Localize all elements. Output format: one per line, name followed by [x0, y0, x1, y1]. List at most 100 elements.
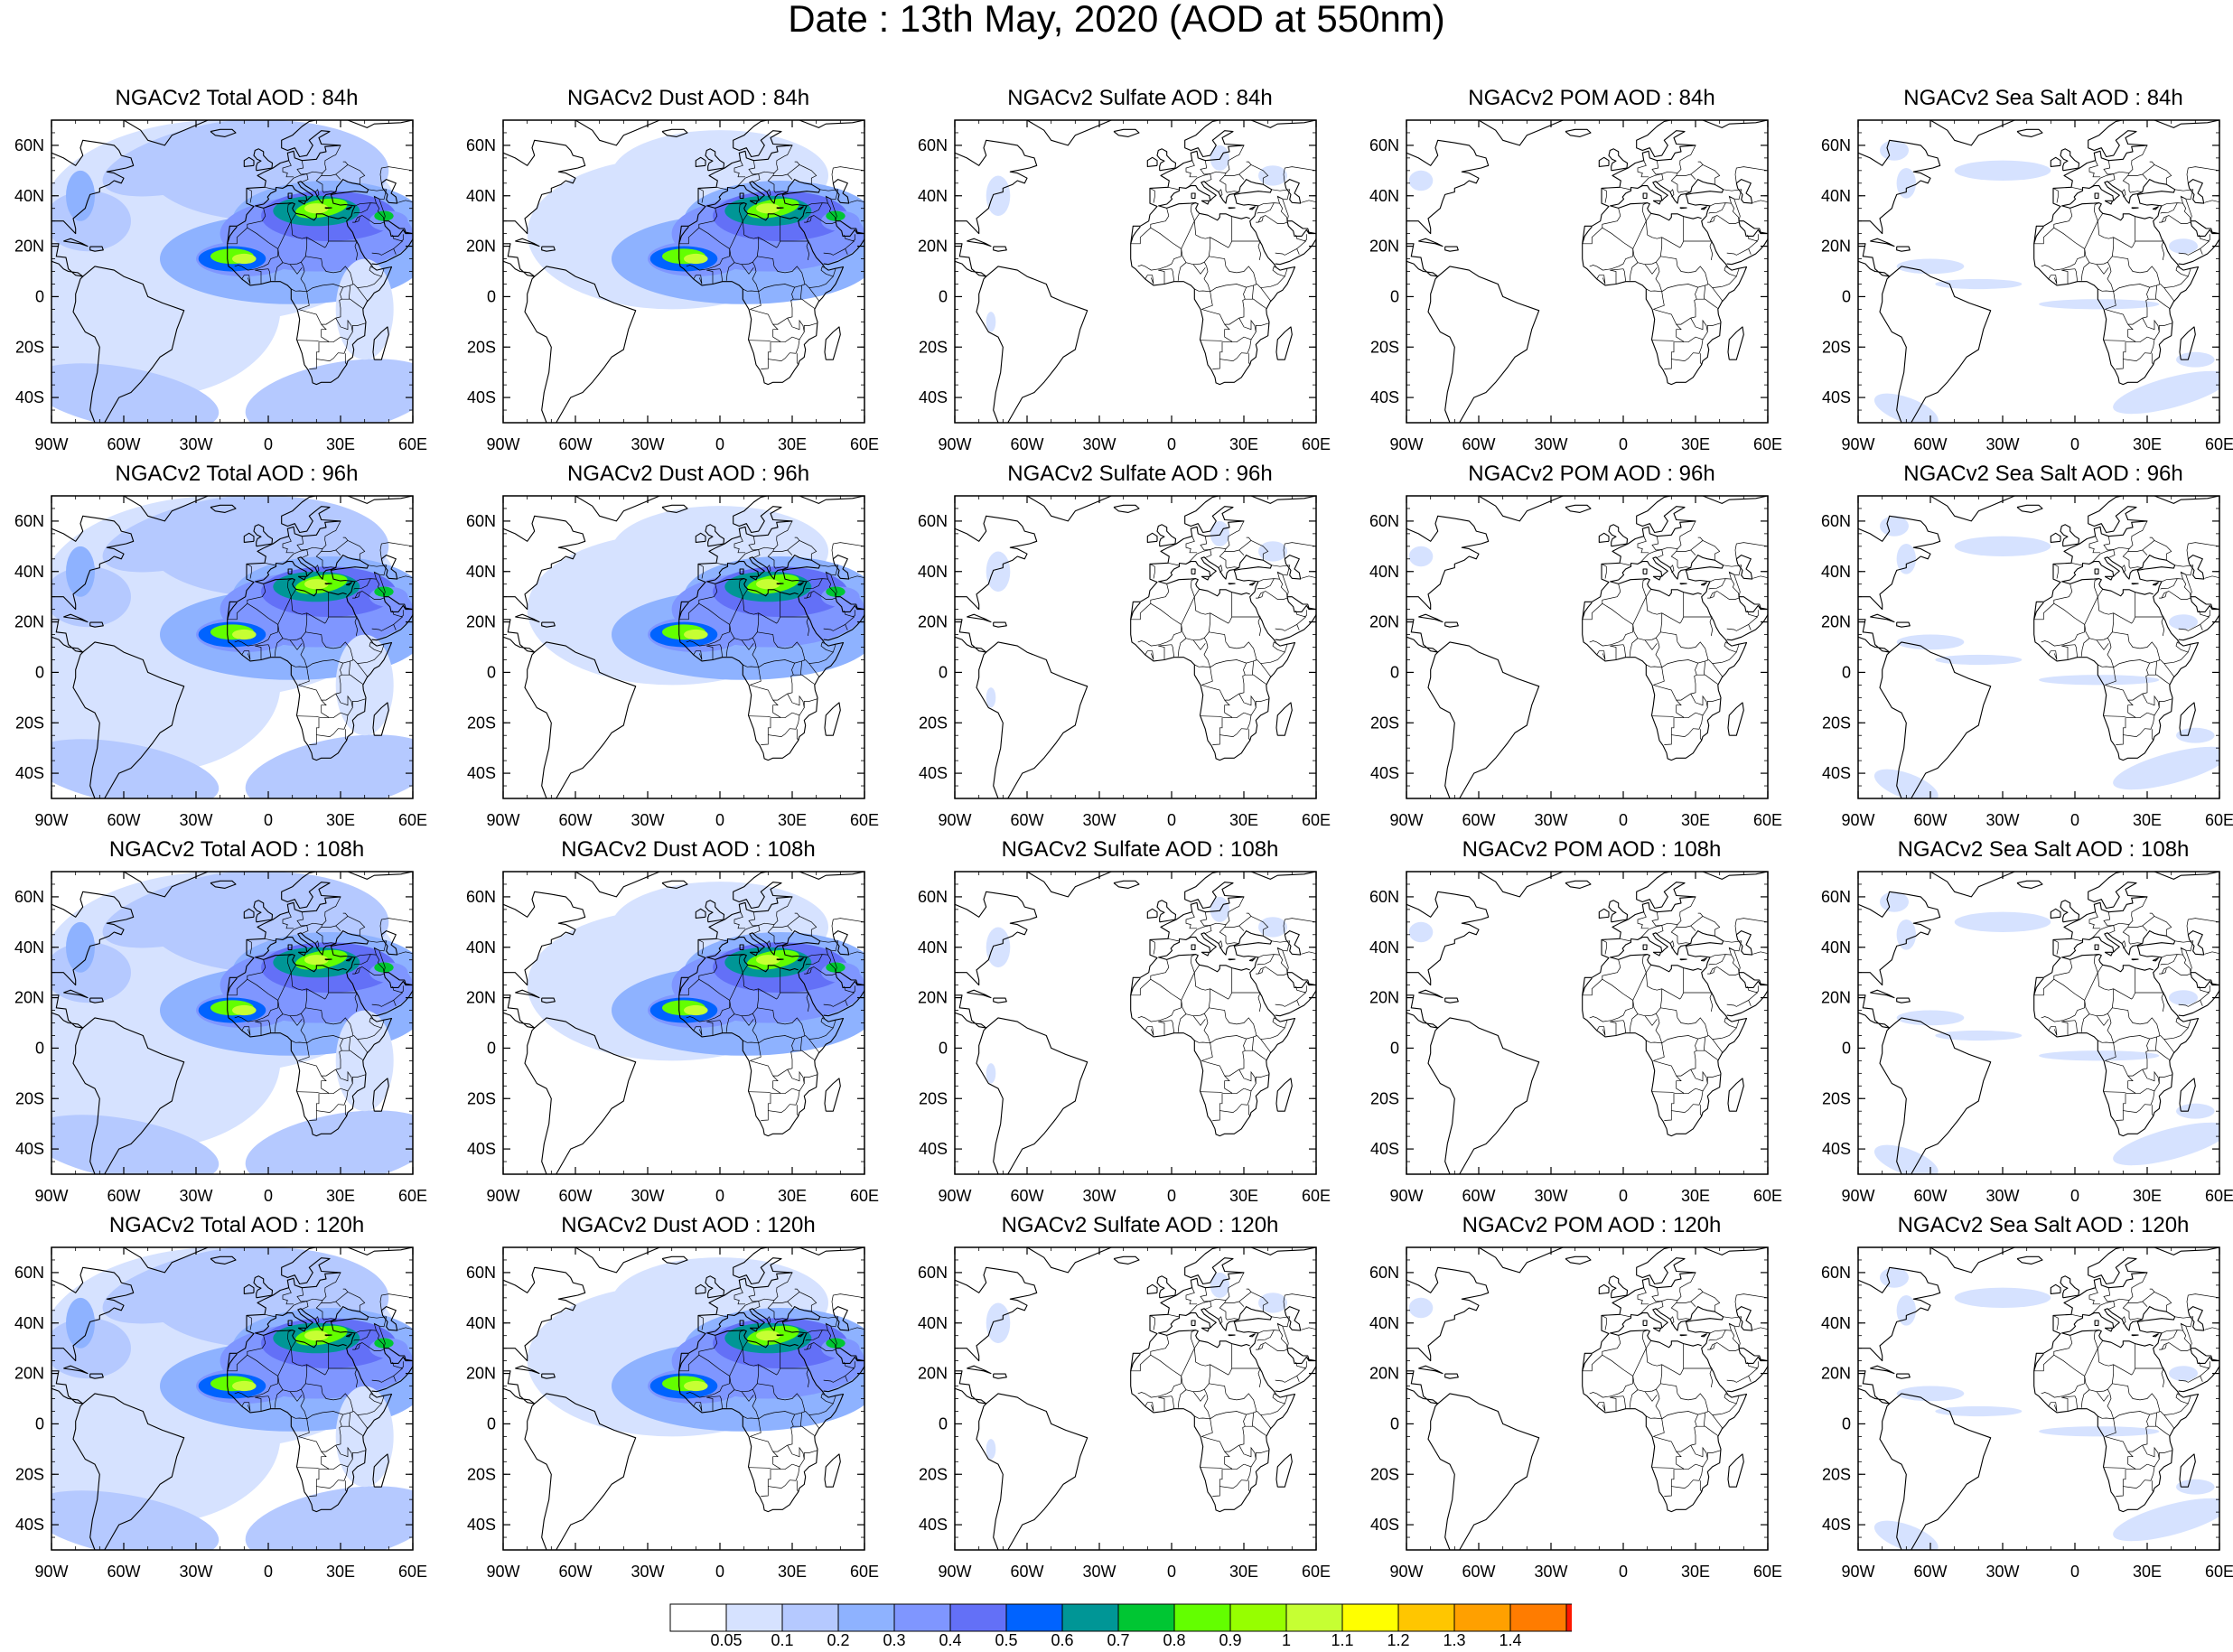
country-border	[733, 1287, 745, 1305]
country-border	[787, 693, 805, 708]
coastline	[1275, 238, 1316, 266]
country-border	[321, 924, 341, 931]
country-border	[1734, 542, 1768, 559]
map-panel: NGACv2 Sea Salt AOD : 108h 60N 40N 20N 0 20S 4…	[1821, 837, 2233, 1205]
country-border	[361, 1342, 385, 1351]
coastline	[739, 192, 744, 200]
coastline	[227, 226, 238, 244]
coastline	[749, 951, 759, 957]
country-border	[300, 925, 309, 934]
country-border	[2088, 160, 2100, 178]
coastline	[541, 246, 556, 252]
country-border	[296, 1463, 349, 1489]
colorbar-label: 1.1	[1331, 1631, 1353, 1647]
aod-region	[1873, 769, 1939, 798]
country-border	[344, 1480, 348, 1492]
country-border	[1729, 196, 1741, 221]
country-border	[678, 978, 731, 1022]
country-border	[808, 1414, 819, 1429]
country-border	[1702, 698, 1722, 716]
map-panel: NGACv2 Sulfate AOD : 84h 60N 40N 20N 0 20S 40S…	[918, 86, 1397, 453]
lon-tick-label: 90W	[1389, 811, 1423, 829]
aod-region	[1210, 520, 1229, 546]
coastline	[797, 1333, 804, 1338]
country-border	[1265, 1342, 1288, 1351]
country-border	[791, 662, 796, 676]
country-border	[1707, 591, 1718, 599]
country-border	[300, 638, 385, 668]
country-border	[1709, 593, 1715, 599]
coastline	[1879, 641, 1992, 798]
country-border	[1676, 1300, 1696, 1307]
country-border	[772, 924, 793, 931]
lon-tick-label: 90W	[34, 435, 68, 453]
country-border	[1676, 173, 1696, 180]
country-border	[315, 551, 336, 569]
coastline	[955, 994, 987, 1029]
country-border	[2116, 1110, 2124, 1121]
country-border	[371, 999, 397, 1007]
map-panel: NGACv2 Sulfate AOD : 108h 60N 40N 20N 0 20S 40…	[918, 837, 1397, 1205]
country-border	[741, 639, 754, 650]
coastline	[1191, 568, 1196, 575]
country-border	[743, 288, 761, 310]
country-border	[2186, 166, 2219, 183]
country-border	[1695, 286, 1699, 300]
coastline	[2033, 977, 2044, 995]
country-border	[2061, 1020, 2079, 1036]
coastline	[705, 148, 725, 172]
country-border	[1644, 639, 1658, 650]
country-border	[1707, 215, 1718, 223]
coastline	[824, 1453, 841, 1488]
lat-tick-label: 20N	[466, 613, 496, 631]
country-border	[1251, 1412, 1255, 1427]
lon-tick-label: 30W	[1534, 1187, 1567, 1205]
aod-region	[986, 312, 996, 332]
country-border	[1203, 1389, 1288, 1420]
country-border	[698, 583, 718, 604]
coastline	[695, 156, 706, 167]
country-border	[328, 240, 359, 260]
country-border	[1224, 323, 1232, 342]
coastline	[51, 243, 84, 277]
lat-tick-label: 20S	[919, 338, 948, 356]
coastline	[678, 930, 845, 1137]
lon-tick-label: 0	[264, 1563, 273, 1581]
country-border	[1301, 951, 1316, 955]
country-border	[1695, 1038, 1699, 1051]
country-border	[2154, 1412, 2158, 1427]
lat-tick-label: 20N	[14, 989, 44, 1007]
lat-tick-label: 40N	[918, 563, 948, 581]
country-border	[1637, 520, 1696, 565]
country-border	[2093, 954, 2099, 973]
lat-tick-label: 20N	[466, 989, 496, 1007]
aod-region	[2039, 675, 2160, 686]
lon-tick-label: 30W	[1534, 1563, 1567, 1581]
country-border	[693, 650, 703, 660]
coastline	[2104, 951, 2114, 957]
country-border	[300, 1013, 385, 1044]
country-border	[715, 562, 728, 566]
country-border	[1641, 1330, 1648, 1349]
coastline	[1726, 1366, 1768, 1393]
map-panel: NGACv2 Dust AOD : 84h 60N 40N 20N 0 20S 40S 90W…	[466, 86, 946, 453]
country-border	[2207, 610, 2210, 618]
country-border	[2033, 978, 2086, 1022]
country-border	[1177, 262, 1187, 281]
aod-region	[335, 634, 394, 736]
country-border	[772, 173, 793, 180]
lat-tick-label: 20N	[1821, 1365, 1851, 1383]
country-border	[354, 565, 388, 583]
aod-region	[245, 1486, 413, 1550]
country-border	[227, 978, 279, 1022]
country-border	[2135, 616, 2165, 636]
country-border	[286, 954, 293, 973]
country-border	[804, 215, 815, 223]
aod-region	[2039, 1426, 2160, 1437]
country-border	[1703, 660, 1706, 676]
lat-tick-label: 20S	[1370, 1465, 1399, 1483]
country-border	[1231, 240, 1262, 260]
country-border	[2098, 1040, 2116, 1061]
